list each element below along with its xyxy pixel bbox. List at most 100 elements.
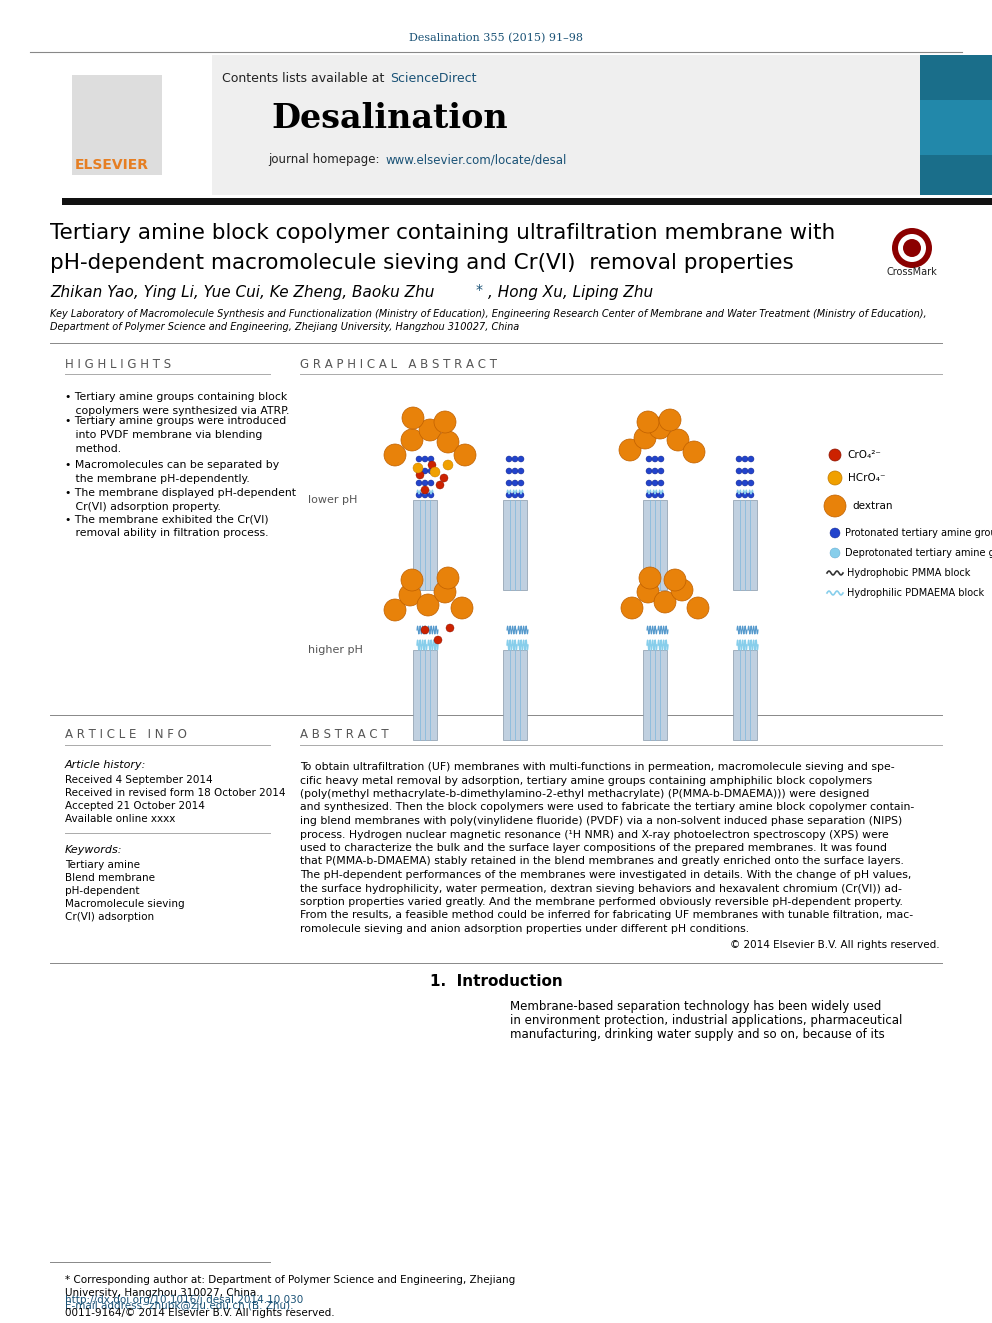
Circle shape [671, 579, 693, 601]
Bar [920, 101, 992, 155]
Text: romolecule sieving and anion adsorption properties under different pH conditions: romolecule sieving and anion adsorption … [300, 923, 749, 934]
Circle shape [428, 460, 436, 468]
Circle shape [518, 480, 524, 486]
Text: that P(MMA-b-DMAEMA) stably retained in the blend membranes and greatly enriched: that P(MMA-b-DMAEMA) stably retained in … [300, 856, 904, 867]
Circle shape [683, 441, 705, 463]
Circle shape [434, 411, 456, 433]
Circle shape [646, 492, 652, 497]
Circle shape [512, 492, 518, 497]
Circle shape [436, 482, 444, 490]
Text: A R T I C L E   I N F O: A R T I C L E I N F O [65, 729, 186, 741]
Text: Accepted 21 October 2014: Accepted 21 October 2014 [65, 800, 205, 811]
Text: Deprotonated tertiary amine group: Deprotonated tertiary amine group [845, 548, 992, 558]
Text: Hydrophobic PMMA block: Hydrophobic PMMA block [847, 568, 970, 578]
Circle shape [434, 581, 456, 603]
Text: cific heavy metal removal by adsorption, tertiary amine groups containing amphip: cific heavy metal removal by adsorption,… [300, 775, 872, 786]
Bar [62, 56, 212, 194]
Text: • The membrane displayed pH-dependent
   Cr(VI) adsorption property.: • The membrane displayed pH-dependent Cr… [65, 488, 296, 512]
Text: in environment protection, industrial applications, pharmaceutical: in environment protection, industrial ap… [510, 1013, 903, 1027]
Text: used to characterize the bulk and the surface layer compositions of the prepared: used to characterize the bulk and the su… [300, 843, 887, 853]
Bar [733, 500, 757, 590]
Text: lower pH: lower pH [308, 495, 357, 505]
Circle shape [654, 591, 676, 613]
Text: Membrane-based separation technology has been widely used: Membrane-based separation technology has… [510, 1000, 881, 1013]
Text: • The membrane exhibited the Cr(VI)
   removal ability in filtration process.: • The membrane exhibited the Cr(VI) remo… [65, 515, 269, 538]
Circle shape [736, 480, 742, 486]
Circle shape [416, 468, 422, 474]
Bar [62, 198, 992, 205]
Circle shape [687, 597, 709, 619]
Text: CrO₄²⁻: CrO₄²⁻ [847, 450, 881, 460]
Circle shape [419, 419, 441, 441]
Text: Article history:: Article history: [65, 759, 147, 770]
Circle shape [506, 456, 512, 462]
Bar [413, 650, 437, 740]
Circle shape [637, 411, 659, 433]
Circle shape [652, 492, 658, 497]
Circle shape [639, 568, 661, 589]
Text: Department of Polymer Science and Engineering, Zhejiang University, Hangzhou 310: Department of Polymer Science and Engine… [50, 321, 519, 332]
Circle shape [437, 568, 459, 589]
Circle shape [742, 456, 748, 462]
Text: Key Laboratory of Macromolecule Synthesis and Functionalization (Ministry of Edu: Key Laboratory of Macromolecule Synthesi… [50, 310, 927, 319]
Text: HCrO₄⁻: HCrO₄⁻ [848, 474, 886, 483]
Circle shape [518, 468, 524, 474]
Circle shape [416, 492, 422, 497]
Circle shape [402, 407, 424, 429]
Circle shape [428, 468, 434, 474]
Bar [62, 56, 922, 194]
Circle shape [652, 480, 658, 486]
Text: sorption properties varied greatly. And the membrane performed obviously reversi: sorption properties varied greatly. And … [300, 897, 903, 908]
Text: Received 4 September 2014: Received 4 September 2014 [65, 775, 212, 785]
Circle shape [748, 492, 754, 497]
Circle shape [399, 583, 421, 606]
Text: G R A P H I C A L   A B S T R A C T: G R A P H I C A L A B S T R A C T [300, 357, 497, 370]
Text: ing blend membranes with poly(vinylidene fluoride) (PVDF) via a non-solvent indu: ing blend membranes with poly(vinylidene… [300, 816, 903, 826]
Circle shape [428, 492, 434, 497]
Circle shape [401, 569, 423, 591]
Circle shape [830, 528, 840, 538]
Circle shape [421, 626, 429, 634]
Text: Available online xxxx: Available online xxxx [65, 814, 176, 824]
Circle shape [430, 467, 440, 478]
Text: pH-dependent macromolecule sieving and Cr(VI)  removal properties: pH-dependent macromolecule sieving and C… [50, 253, 794, 273]
Text: Cr(VI) adsorption: Cr(VI) adsorption [65, 912, 154, 922]
Circle shape [451, 597, 473, 619]
Circle shape [440, 474, 448, 482]
Circle shape [512, 456, 518, 462]
Circle shape [742, 480, 748, 486]
Circle shape [621, 597, 643, 619]
Circle shape [748, 468, 754, 474]
Circle shape [829, 448, 841, 460]
Circle shape [824, 495, 846, 517]
Circle shape [512, 480, 518, 486]
Text: journal homepage:: journal homepage: [268, 153, 383, 167]
Text: E-mail address: zhubk@zju.edu.cn (B. Zhu).: E-mail address: zhubk@zju.edu.cn (B. Zhu… [65, 1301, 294, 1311]
Circle shape [664, 569, 686, 591]
Circle shape [619, 439, 641, 460]
Circle shape [422, 468, 428, 474]
Circle shape [748, 456, 754, 462]
Circle shape [658, 480, 664, 486]
Circle shape [413, 463, 423, 474]
Circle shape [416, 456, 422, 462]
Circle shape [421, 486, 429, 493]
Circle shape [658, 492, 664, 497]
Circle shape [646, 468, 652, 474]
Text: Protonated tertiary amine group: Protonated tertiary amine group [845, 528, 992, 538]
Circle shape [512, 468, 518, 474]
Text: Tertiary amine: Tertiary amine [65, 860, 140, 871]
Circle shape [416, 471, 424, 479]
Text: manufacturing, drinking water supply and so on, because of its: manufacturing, drinking water supply and… [510, 1028, 885, 1041]
Bar [643, 500, 667, 590]
Text: higher pH: higher pH [308, 646, 363, 655]
Text: (poly(methyl methacrylate-b-dimethylamino-2-ethyl methacrylate) (P(MMA-b-DMAEMA): (poly(methyl methacrylate-b-dimethylamin… [300, 789, 869, 799]
Circle shape [903, 239, 921, 257]
Circle shape [649, 417, 671, 439]
Circle shape [422, 492, 428, 497]
Circle shape [634, 427, 656, 448]
Circle shape [518, 456, 524, 462]
Text: Tertiary amine block copolymer containing ultrafiltration membrane with: Tertiary amine block copolymer containin… [50, 224, 835, 243]
Text: • Macromolecules can be separated by
   the membrane pH-dependently.: • Macromolecules can be separated by the… [65, 460, 279, 484]
Text: Zhikan Yao, Ying Li, Yue Cui, Ke Zheng, Baoku Zhu: Zhikan Yao, Ying Li, Yue Cui, Ke Zheng, … [50, 286, 434, 300]
